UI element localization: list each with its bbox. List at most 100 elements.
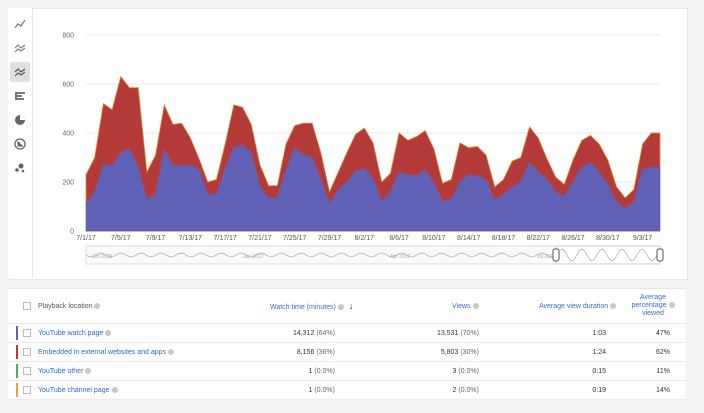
watch-time-value: 1 [308,386,313,394]
watch-time-pct: (64%) [316,329,335,337]
chart-type-rail [8,8,33,278]
y-tick-label: 800 [62,33,74,40]
x-tick-label: 8/26/17 [561,235,584,242]
x-tick-label: 7/13/17 [179,235,202,242]
playback-location-table: Playback location Watch time (minutes) ↓… [8,288,686,400]
x-tick-label: 8/6/17 [389,235,409,242]
watch-time-pct: (36%) [316,348,335,356]
series-color-stripe [16,383,18,397]
help-icon[interactable] [111,386,118,393]
views-value: 3 [452,367,457,375]
y-tick-label: 400 [62,131,74,138]
help-icon[interactable] [610,302,617,309]
row-checkbox[interactable] [23,329,31,337]
location-name: YouTube other [38,367,84,375]
location-link[interactable]: YouTube channel page [38,387,118,394]
location-header[interactable]: Playback location [38,302,101,310]
avg-percentage-cell: 47% [655,329,670,337]
timeline-handle[interactable] [656,248,664,262]
views-cell: 13,531 (70%) [437,330,479,337]
stacked-area-chart: 0 200 400 600 800 7/1/17 7/5/17 7/9/17 7/13/17 7/… [62,33,664,265]
watch-time-cell: 14,312 (64%) [293,330,335,337]
avg-pct-header-line2: percentage [631,302,667,309]
location-name: YouTube channel page [38,386,110,394]
location-link[interactable]: YouTube other [38,367,92,375]
y-tick-label: 0 [70,229,74,236]
y-tick-label: 200 [62,180,74,187]
avg-duration-header[interactable]: Average view duration [539,302,617,310]
bar-chart-icon[interactable] [10,86,30,106]
x-tick-label: 8/2/17 [355,235,375,242]
table-row: Embedded in external websites and apps 8,… [8,343,686,362]
location-name: YouTube watch page [38,329,104,337]
series-color-stripe [16,326,18,340]
views-pct: (30%) [460,348,479,356]
table-row: YouTube channel page 1 (0.0%) 2 (0.0%) 0:19… [8,381,686,400]
x-tick-label: 8/14/17 [457,235,480,242]
row-checkbox[interactable] [23,367,31,375]
location-link[interactable]: Embedded in external websites and apps [38,348,175,356]
timeline-label: Jul 2017 [537,254,556,260]
pie-chart-icon[interactable] [10,110,30,130]
series-color-stripe [16,345,18,359]
avg-percentage-header[interactable]: Average percentage viewed [626,294,680,318]
watch-time-header-label: Watch time (minutes) [270,304,336,311]
timeline-sparkline [85,248,661,262]
sort-down-icon[interactable]: ↓ [348,301,354,311]
bubble-chart-icon[interactable] [10,158,30,178]
x-tick-label: 7/1/17 [76,235,96,242]
location-name: Embedded in external websites and apps [38,348,167,356]
help-icon[interactable] [105,329,112,336]
avg-percentage-cell: 11% [656,367,671,375]
line-chart-icon[interactable] [10,14,30,34]
watch-time-cell: 1 (0.0%) [309,387,335,394]
timeline-selection [555,245,661,265]
timeline-label: Oct 2015 [92,254,113,260]
x-tick-label: 7/5/17 [111,235,131,242]
watch-time-value: 14,312 [292,329,315,337]
help-icon[interactable] [85,367,92,374]
avg-duration-header-label: Average view duration [539,302,609,310]
watch-time-cell: 8,156 (36%) [297,349,335,356]
avg-pct-header-line3: viewed [642,310,664,317]
table-row: YouTube other 1 (0.0%) 3 (0.0%) 0:15 11% [8,362,686,381]
x-tick-label: 7/25/17 [283,235,306,242]
watch-time-cell: 1 (0.0%) [309,368,335,375]
row-checkbox[interactable] [23,386,31,394]
multi-line-icon[interactable] [10,38,30,58]
timeline-label: Jan 2017 [243,254,264,260]
x-tick-label: 9/3/17 [633,235,653,242]
x-tick-label: 7/29/17 [318,235,341,242]
help-icon[interactable] [668,302,675,309]
views-cell: 2 (0.0%) [453,387,479,394]
x-tick-label: 7/21/17 [248,235,271,242]
map-icon[interactable] [10,134,30,154]
views-cell: 5,803 (30%) [441,349,479,356]
avg-duration-cell: 1:24 [592,348,606,356]
views-value: 13,531 [436,329,459,337]
views-header[interactable]: Views [452,303,479,310]
x-tick-label: 7/17/17 [213,235,236,242]
x-tick-label: 8/22/17 [527,235,550,242]
table-row: YouTube watch page 14,312 (64%) 13,531 (70… [8,324,686,343]
watch-time-value: 8,156 [296,348,315,356]
watch-time-header[interactable]: Watch time (minutes) ↓ [270,301,353,311]
x-tick-label: 8/10/17 [422,235,445,242]
select-all-checkbox[interactable] [23,302,31,310]
stacked-area-icon[interactable] [10,62,30,82]
x-tick-label: 8/30/17 [596,235,619,242]
views-cell: 3 (0.0%) [453,368,479,375]
avg-percentage-cell: 62% [655,348,670,356]
row-checkbox[interactable] [23,348,31,356]
help-icon[interactable] [94,302,101,309]
views-value: 5,803 [440,348,459,356]
watch-time-pct: (0.0%) [314,367,335,375]
help-icon[interactable] [337,304,344,311]
location-link[interactable]: YouTube watch page [38,329,112,337]
help-icon[interactable] [168,348,175,355]
chart-area: 0 200 400 600 800 7/1/17 7/5/17 7/9/17 7/13/17 7/… [32,8,686,278]
timeline-handle[interactable] [552,248,560,262]
help-icon[interactable] [472,302,479,309]
avg-percentage-cell: 14% [655,386,670,394]
avg-duration-cell: 0:19 [592,386,606,394]
